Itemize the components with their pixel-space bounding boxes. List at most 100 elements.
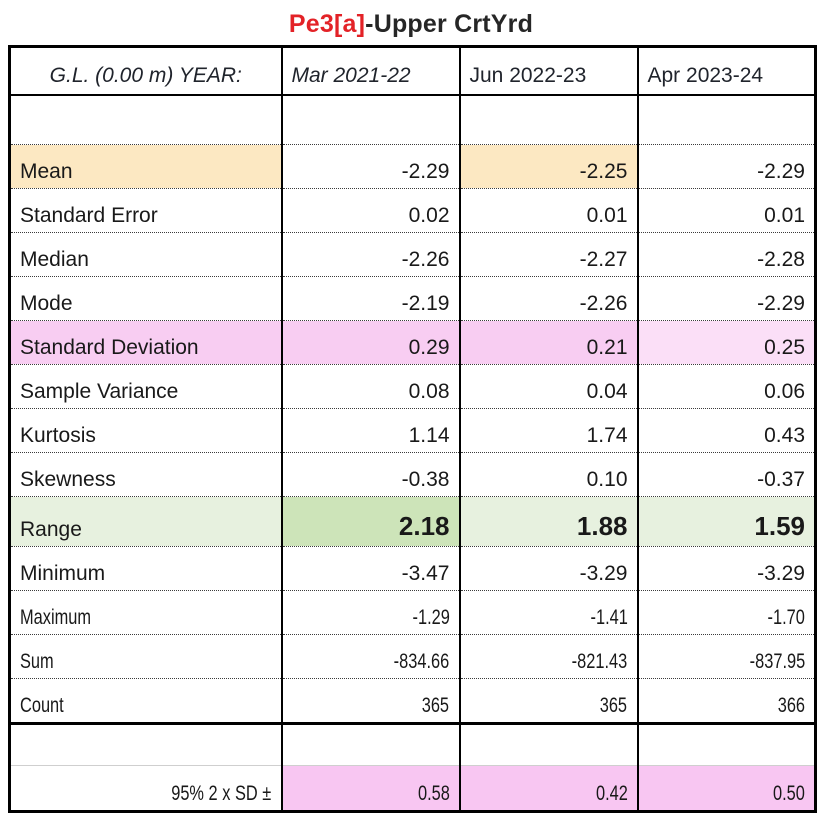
- page-title: Pe3[a]-Upper CrtYrd: [8, 10, 814, 39]
- stat-value-range-apr[interactable]: 1.59: [636, 496, 816, 547]
- row-count: Count 365 365 366: [9, 678, 816, 725]
- stat-label-95pct-2xsd[interactable]: 95% 2 x SD ±: [9, 765, 282, 812]
- stat-value-sum-mar[interactable]: -834.66: [280, 634, 460, 679]
- stat-value-95pct-apr[interactable]: 0.50: [636, 765, 816, 812]
- stat-label-text: Maximum: [20, 606, 91, 629]
- row-kurtosis: Kurtosis 1.14 1.74 0.43: [9, 408, 816, 453]
- row-maximum: Maximum -1.29 -1.41 -1.70: [9, 590, 816, 635]
- row-standard-deviation: Standard Deviation 0.29 0.21 0.25: [9, 320, 816, 365]
- empty-row-top: [10, 95, 816, 145]
- stat-value-95pct-jun[interactable]: 0.42: [458, 765, 638, 812]
- stat-value-text: 0.42: [595, 782, 628, 805]
- stat-label-maximum[interactable]: Maximum: [9, 590, 282, 635]
- stat-value-sum-apr[interactable]: -837.95: [636, 634, 816, 679]
- stat-value-95pct-mar[interactable]: 0.58: [280, 765, 460, 812]
- stat-value-var-apr[interactable]: 0.06: [636, 364, 816, 409]
- stat-value-skew-mar[interactable]: -0.38: [280, 452, 460, 497]
- stat-value-sum-jun[interactable]: -821.43: [458, 634, 638, 679]
- stat-value-mean-mar[interactable]: -2.29: [280, 144, 460, 189]
- stat-value-median-apr[interactable]: -2.28: [636, 232, 816, 277]
- stat-value-sd-mar[interactable]: 0.29: [280, 320, 460, 365]
- stat-value-se-apr[interactable]: 0.01: [636, 188, 816, 233]
- stat-value-se-mar[interactable]: 0.02: [280, 188, 460, 233]
- empty-cell[interactable]: [10, 95, 282, 145]
- stat-value-median-jun[interactable]: -2.27: [458, 232, 638, 277]
- row-95pct-2xsd: 95% 2 x SD ± 0.58 0.42 0.50: [9, 765, 816, 812]
- stat-value-range-jun[interactable]: 1.88: [458, 496, 638, 547]
- stat-value-min-jun[interactable]: -3.29: [458, 546, 638, 591]
- stat-value-mode-mar[interactable]: -2.19: [280, 276, 460, 321]
- stat-label-mean[interactable]: Mean: [9, 144, 282, 189]
- header-gl-year[interactable]: G.L. (0.00 m) YEAR:: [9, 46, 282, 96]
- stat-value-skew-jun[interactable]: 0.10: [458, 452, 638, 497]
- header-col-mar-2021-22[interactable]: Mar 2021-22: [280, 46, 460, 96]
- stat-value-kurt-jun[interactable]: 1.74: [458, 408, 638, 453]
- stat-label-median[interactable]: Median: [9, 232, 282, 277]
- stat-label-sum[interactable]: Sum: [9, 634, 282, 679]
- stat-label-minimum[interactable]: Minimum: [9, 546, 282, 591]
- stat-value-text: -837.95: [749, 650, 805, 673]
- stat-value-sd-jun[interactable]: 0.21: [458, 320, 638, 365]
- stat-value-text: 0.50: [773, 782, 805, 805]
- stat-value-var-jun[interactable]: 0.04: [458, 364, 638, 409]
- empty-row-bottom: [10, 723, 816, 766]
- stat-label-text: Sum: [20, 650, 54, 673]
- stat-value-text: -1.70: [767, 606, 805, 629]
- stat-value-mode-apr[interactable]: -2.29: [636, 276, 816, 321]
- row-sample-variance: Sample Variance 0.08 0.04 0.06: [9, 364, 816, 409]
- header-row: G.L. (0.00 m) YEAR: Mar 2021-22 Jun 2022…: [9, 46, 816, 96]
- empty-cell[interactable]: [280, 723, 460, 766]
- stat-value-range-mar[interactable]: 2.18: [280, 496, 460, 547]
- stat-label-sample-variance[interactable]: Sample Variance: [9, 364, 282, 409]
- stat-value-skew-apr[interactable]: -0.37: [636, 452, 816, 497]
- row-median: Median -2.26 -2.27 -2.28: [9, 232, 816, 277]
- stat-label-text: Count: [20, 694, 64, 717]
- stat-value-sd-apr[interactable]: 0.25: [636, 320, 816, 365]
- stat-value-count-jun[interactable]: 365: [458, 678, 638, 725]
- stat-value-text: 365: [422, 694, 450, 717]
- row-mode: Mode -2.19 -2.26 -2.29: [9, 276, 816, 321]
- header-col-apr-2023-24[interactable]: Apr 2023-24: [636, 46, 816, 96]
- stat-value-text: 0.58: [417, 782, 450, 805]
- stat-label-skewness[interactable]: Skewness: [9, 452, 282, 497]
- stat-label-range[interactable]: Range: [9, 496, 282, 547]
- empty-cell[interactable]: [458, 723, 638, 766]
- stat-label-count[interactable]: Count: [9, 678, 282, 725]
- stat-value-min-apr[interactable]: -3.29: [636, 546, 816, 591]
- stat-value-text: -1.41: [590, 606, 628, 629]
- row-sum: Sum -834.66 -821.43 -837.95: [9, 634, 816, 679]
- stat-value-count-mar[interactable]: 365: [280, 678, 460, 725]
- stat-value-count-apr[interactable]: 366: [636, 678, 816, 725]
- stat-value-kurt-mar[interactable]: 1.14: [280, 408, 460, 453]
- stat-value-median-mar[interactable]: -2.26: [280, 232, 460, 277]
- stat-value-var-mar[interactable]: 0.08: [280, 364, 460, 409]
- stat-value-mean-apr[interactable]: -2.29: [636, 144, 816, 189]
- stat-label-standard-deviation[interactable]: Standard Deviation: [9, 320, 282, 365]
- header-col-jun-2022-23[interactable]: Jun 2022-23: [458, 46, 638, 96]
- stat-label-kurtosis[interactable]: Kurtosis: [9, 408, 282, 453]
- stat-value-max-jun[interactable]: -1.41: [458, 590, 638, 635]
- stat-value-mean-jun[interactable]: -2.25: [458, 144, 638, 189]
- stat-value-kurt-apr[interactable]: 0.43: [636, 408, 816, 453]
- stat-value-text: -834.66: [393, 650, 450, 673]
- stat-value-max-mar[interactable]: -1.29: [280, 590, 460, 635]
- stat-label-standard-error[interactable]: Standard Error: [9, 188, 282, 233]
- stat-value-max-apr[interactable]: -1.70: [636, 590, 816, 635]
- row-minimum: Minimum -3.47 -3.29 -3.29: [9, 546, 816, 591]
- descriptive-stats-table: G.L. (0.00 m) YEAR: Mar 2021-22 Jun 2022…: [8, 45, 817, 813]
- stat-label-mode[interactable]: Mode: [9, 276, 282, 321]
- row-mean: Mean -2.29 -2.25 -2.29: [9, 144, 816, 189]
- empty-cell[interactable]: [10, 724, 282, 766]
- row-range: Range 2.18 1.88 1.59: [9, 496, 816, 547]
- stat-value-se-jun[interactable]: 0.01: [458, 188, 638, 233]
- row-standard-error: Standard Error 0.02 0.01 0.01: [9, 188, 816, 233]
- empty-cell[interactable]: [636, 723, 816, 766]
- title-site-code: Pe3[a]: [288, 10, 366, 38]
- empty-cell[interactable]: [458, 95, 638, 145]
- stat-value-mode-jun[interactable]: -2.26: [458, 276, 638, 321]
- empty-cell[interactable]: [636, 95, 816, 145]
- empty-cell[interactable]: [280, 95, 460, 145]
- stat-value-min-mar[interactable]: -3.47: [280, 546, 460, 591]
- stat-value-text: -821.43: [571, 650, 628, 673]
- stat-value-text: 365: [600, 694, 628, 717]
